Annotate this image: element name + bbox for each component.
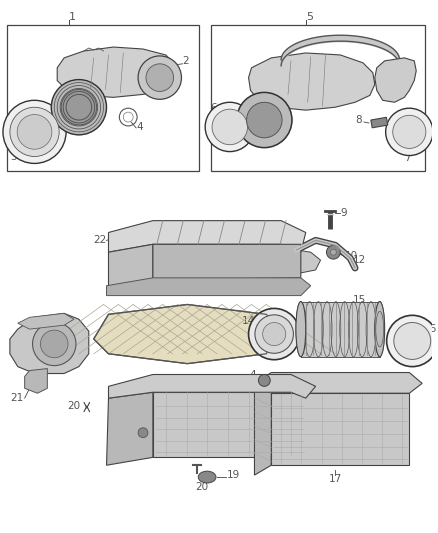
Circle shape: [247, 102, 282, 138]
Text: 12: 12: [353, 255, 366, 265]
Text: 1: 1: [69, 12, 76, 22]
Circle shape: [263, 322, 286, 345]
Text: 11: 11: [291, 277, 304, 287]
Bar: [211, 26, 425, 171]
Circle shape: [255, 315, 293, 353]
Polygon shape: [243, 260, 264, 292]
Text: 14: 14: [242, 316, 255, 326]
Polygon shape: [109, 221, 306, 252]
Text: 10: 10: [345, 251, 358, 261]
Circle shape: [385, 108, 433, 156]
Text: 9: 9: [340, 208, 347, 218]
Circle shape: [393, 115, 426, 148]
Circle shape: [51, 79, 106, 135]
Polygon shape: [18, 313, 74, 329]
Circle shape: [40, 330, 68, 358]
Ellipse shape: [375, 302, 385, 357]
Text: 4: 4: [136, 122, 143, 132]
Circle shape: [10, 107, 59, 157]
Polygon shape: [94, 304, 281, 364]
Text: 3: 3: [10, 151, 17, 161]
Polygon shape: [57, 47, 177, 98]
Polygon shape: [254, 383, 271, 475]
Circle shape: [258, 375, 270, 386]
Polygon shape: [271, 393, 410, 465]
Text: 20: 20: [67, 401, 80, 411]
Text: 20: 20: [196, 482, 209, 492]
Circle shape: [248, 309, 300, 360]
Circle shape: [146, 64, 173, 92]
Polygon shape: [106, 278, 311, 296]
Bar: [301, 302, 380, 357]
Circle shape: [138, 56, 181, 99]
Circle shape: [330, 249, 336, 255]
Polygon shape: [153, 392, 306, 457]
Text: 15: 15: [353, 295, 366, 304]
Polygon shape: [106, 392, 153, 465]
Polygon shape: [25, 369, 47, 393]
Text: 13: 13: [286, 324, 299, 334]
Circle shape: [326, 245, 340, 259]
Text: 2: 2: [183, 56, 189, 66]
Circle shape: [32, 322, 76, 366]
Text: 21: 21: [10, 393, 23, 403]
Polygon shape: [153, 244, 301, 280]
Circle shape: [394, 322, 431, 359]
Ellipse shape: [198, 471, 216, 483]
Text: 19: 19: [227, 470, 240, 480]
Circle shape: [237, 92, 292, 148]
Polygon shape: [109, 375, 316, 398]
Circle shape: [387, 316, 438, 367]
Circle shape: [61, 90, 97, 125]
Circle shape: [212, 109, 247, 144]
Polygon shape: [254, 373, 422, 393]
Polygon shape: [251, 248, 321, 275]
Text: 6: 6: [210, 103, 217, 113]
Polygon shape: [10, 313, 89, 374]
Bar: [371, 117, 388, 128]
Text: 17: 17: [329, 474, 342, 484]
Circle shape: [205, 102, 254, 151]
Circle shape: [138, 428, 148, 438]
Polygon shape: [248, 53, 375, 110]
Text: 16: 16: [424, 324, 438, 334]
Text: 18: 18: [314, 418, 327, 428]
Ellipse shape: [376, 311, 384, 347]
Text: 8: 8: [355, 115, 362, 125]
Ellipse shape: [296, 302, 306, 357]
Bar: [7, 26, 199, 171]
Polygon shape: [375, 58, 416, 102]
Circle shape: [3, 100, 66, 164]
Text: 5: 5: [306, 12, 313, 22]
Text: 22: 22: [94, 236, 107, 245]
Circle shape: [17, 115, 52, 149]
Polygon shape: [109, 244, 153, 289]
Text: 7: 7: [404, 152, 411, 163]
Text: 4: 4: [250, 369, 256, 379]
